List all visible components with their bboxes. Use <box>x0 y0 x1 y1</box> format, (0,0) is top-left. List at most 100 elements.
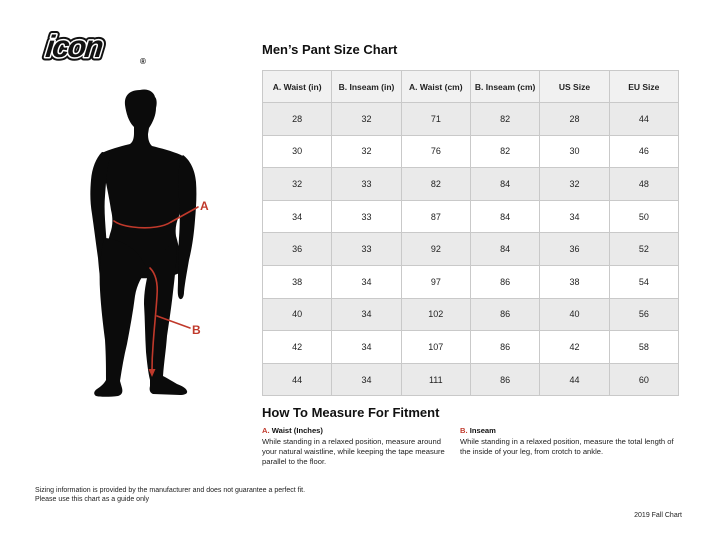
table-cell: 50 <box>608 199 680 234</box>
how-to-waist-label-text: Waist (Inches) <box>271 426 323 435</box>
table-row: 34 33 87 84 34 50 <box>261 199 680 234</box>
table-cell: 82 <box>400 167 471 201</box>
table-cell: 107 <box>400 330 471 364</box>
how-to-inseam-label: B. Inseam <box>460 426 682 436</box>
table-cell: 33 <box>331 167 402 201</box>
column-header: EU Size <box>608 70 680 103</box>
table-cell: 82 <box>469 134 541 169</box>
table-cell: 84 <box>469 167 541 201</box>
waist-measure-line <box>113 220 172 229</box>
male-silhouette-figure: A B <box>90 89 209 397</box>
table-cell: 76 <box>400 134 471 169</box>
how-to-waist-item: A. Waist (Inches) While standing in a re… <box>262 426 454 467</box>
table-cell: 58 <box>608 330 680 364</box>
silhouette-right-leg <box>144 240 188 395</box>
registered-trademark-mark: ® <box>140 57 146 66</box>
page-title: Men’s Pant Size Chart <box>262 42 398 57</box>
inseam-measure-line <box>149 267 159 372</box>
table-row: 38 34 97 86 38 54 <box>261 264 680 299</box>
table-cell: 60 <box>608 362 680 397</box>
table-cell: 97 <box>400 264 471 299</box>
table-cell: 38 <box>539 264 610 299</box>
table-cell: 48 <box>608 167 680 201</box>
table-cell: 84 <box>469 199 541 234</box>
table-cell: 32 <box>331 134 402 169</box>
table-row: 42 34 107 86 42 58 <box>261 330 680 364</box>
table-cell: 54 <box>608 264 680 299</box>
table-cell: 34 <box>331 362 402 397</box>
table-cell: 32 <box>331 102 402 136</box>
table-cell: 42 <box>261 330 333 364</box>
column-header: A. Waist (cm) <box>400 70 471 103</box>
table-row: 36 33 92 84 36 52 <box>261 232 680 266</box>
table-cell: 87 <box>400 199 471 234</box>
silhouette-torso <box>101 89 192 279</box>
table-cell: 34 <box>331 297 402 332</box>
table-cell: 33 <box>331 232 402 266</box>
table-cell: 34 <box>261 199 333 234</box>
chart-version-label: 2019 Fall Chart <box>634 512 682 519</box>
column-header: A. Waist (in) <box>261 70 333 103</box>
table-cell: 34 <box>331 330 402 364</box>
silhouette-right-arm <box>177 155 197 300</box>
table-cell: 36 <box>539 232 610 266</box>
sizing-disclaimer-line2: Please use this chart as a guide only <box>35 496 150 504</box>
how-to-inseam-item: B. Inseam While standing in a relaxed po… <box>460 426 682 457</box>
table-cell: 86 <box>469 362 541 397</box>
sizing-disclaimer: Sizing information is provided by the ma… <box>35 486 305 505</box>
how-to-waist-description: While standing in a relaxed position, me… <box>262 437 445 467</box>
table-cell: 86 <box>469 330 541 364</box>
marker-label-b: B <box>192 323 201 337</box>
table-row: 28 32 71 82 28 44 <box>261 102 680 136</box>
size-table-body: 28 32 71 82 28 44 30 32 76 82 30 46 32 33 82 84 32 48 34 33… <box>261 102 680 397</box>
table-row: 32 33 82 84 32 48 <box>261 167 680 201</box>
inseam-pointer-line <box>156 315 191 329</box>
marker-label-a: A <box>200 199 209 213</box>
table-cell: 86 <box>469 264 541 299</box>
table-cell: 84 <box>469 232 541 266</box>
table-cell: 52 <box>608 232 680 266</box>
brand-logo-text: icon <box>44 29 104 64</box>
brand-logo-icon: icon icon <box>41 26 108 67</box>
table-cell: 38 <box>261 264 333 299</box>
how-to-waist-label-prefix: A. <box>262 426 270 435</box>
table-cell: 44 <box>608 102 680 136</box>
column-header: B. Inseam (in) <box>331 70 402 103</box>
brand-logo: icon icon ® <box>41 26 146 67</box>
table-cell: 46 <box>608 134 680 169</box>
table-cell: 40 <box>261 297 333 332</box>
table-cell: 82 <box>469 102 541 136</box>
table-cell: 32 <box>261 167 333 201</box>
table-row: 44 34 111 86 44 60 <box>261 362 680 397</box>
table-cell: 44 <box>539 362 610 397</box>
table-cell: 30 <box>261 134 333 169</box>
table-cell: 86 <box>469 297 541 332</box>
table-cell: 102 <box>400 297 471 332</box>
how-to-waist-label: A. Waist (Inches) <box>262 426 454 436</box>
column-header: US Size <box>539 70 610 103</box>
sizing-disclaimer-line1: Sizing information is provided by the ma… <box>35 487 306 494</box>
table-cell: 28 <box>539 102 610 136</box>
table-row: 30 32 76 82 30 46 <box>261 134 680 169</box>
table-cell: 28 <box>261 102 333 136</box>
table-cell: 34 <box>331 264 402 299</box>
waist-pointer-line <box>170 206 199 223</box>
table-cell: 30 <box>539 134 610 169</box>
how-to-inseam-description: While standing in a relaxed position, me… <box>460 437 674 457</box>
how-to-measure-heading: How To Measure For Fitment <box>262 405 440 420</box>
table-cell: 111 <box>400 362 471 397</box>
how-to-inseam-label-text: Inseam <box>469 426 496 435</box>
table-row: 40 34 102 86 40 56 <box>261 297 680 332</box>
table-cell: 42 <box>539 330 610 364</box>
size-table-container: A. Waist (in) B. Inseam (in) A. Waist (cm)… <box>261 70 680 397</box>
brand-logo-text-outline: icon <box>44 29 104 64</box>
table-cell: 92 <box>400 232 471 266</box>
table-cell: 33 <box>331 199 402 234</box>
table-cell: 36 <box>261 232 333 266</box>
table-cell: 40 <box>539 297 610 332</box>
table-cell: 32 <box>539 167 610 201</box>
column-header: B. Inseam (cm) <box>469 70 541 103</box>
table-cell: 44 <box>261 362 333 397</box>
silhouette-left-leg <box>94 238 147 397</box>
